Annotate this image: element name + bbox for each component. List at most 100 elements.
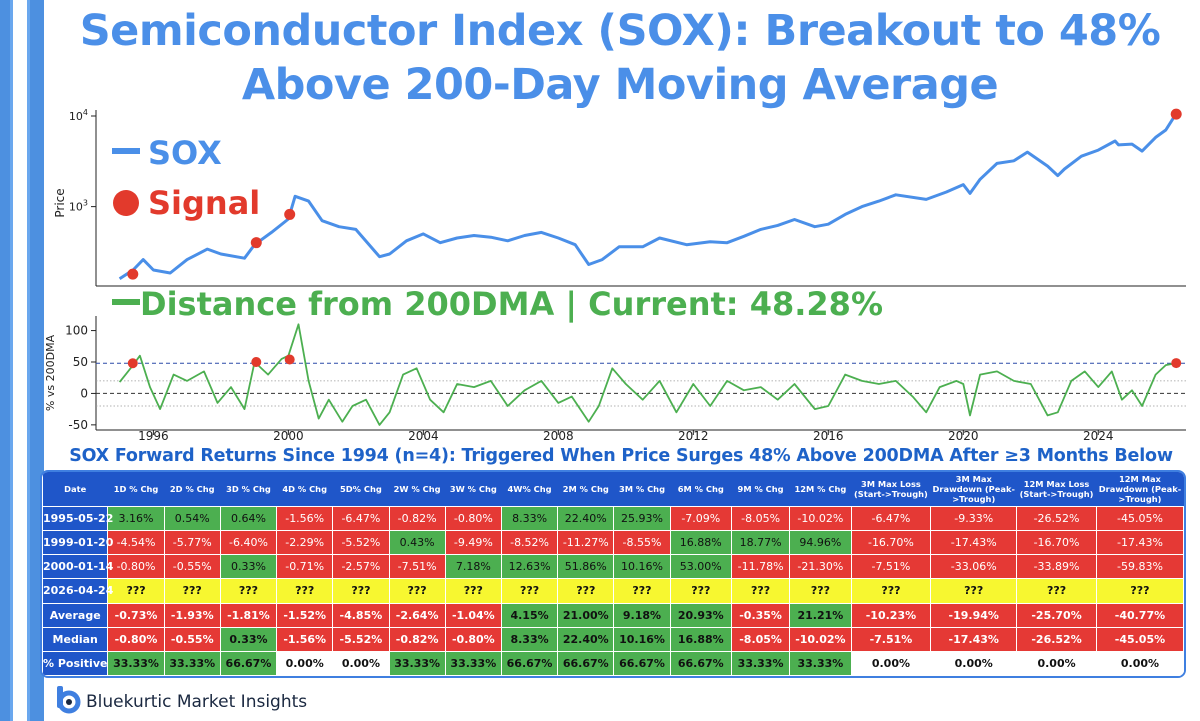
table-cell: 0.64%	[219, 505, 278, 532]
table-cell: 66.67%	[669, 650, 732, 676]
table-cell: 0.00%	[276, 650, 334, 676]
header-row: Date 1D % Chg 2D % Chg 3D % Chg 4D % Chg 5D% …	[42, 472, 1184, 507]
table-cell: -7.09%	[669, 505, 732, 532]
table-cell: -5.52%	[332, 530, 390, 556]
distance-legend: Distance from 200DMA | Current: 48.28%	[112, 285, 883, 324]
charts-area: Price 103 104 SOX Signal % vs 200DMA -50 0…	[46, 108, 1186, 440]
table-cell: 12.63%	[500, 554, 559, 580]
column-header: 2W % Chg	[389, 472, 446, 507]
table-cell: -8.52%	[500, 530, 559, 556]
table-cell: 66.67%	[613, 650, 671, 676]
row-label: Average	[42, 602, 109, 628]
distance-signal-dot	[284, 354, 295, 365]
legend-signal-swatch	[113, 190, 139, 216]
table-cell: 0.00%	[1095, 650, 1184, 676]
price-y-tick-label: 104	[69, 108, 88, 123]
table-cell: -2.57%	[332, 554, 390, 580]
table-cell: 0.33%	[219, 554, 278, 580]
row-label: 1999-01-20	[42, 530, 113, 556]
table-cell: ???	[444, 578, 502, 604]
price-y-label: Price	[53, 188, 67, 217]
distance-signal-dot	[251, 357, 262, 367]
table-cell: 66.67%	[219, 650, 278, 676]
legend-distance-label: Distance from 200DMA | Current: 48.28%	[140, 285, 883, 324]
table-cell: 94.96%	[789, 530, 852, 556]
left-decorative-bar	[0, 0, 44, 721]
summary-row: Median -0.80% -0.55% 0.33% -1.56% -5.52% -0.82…	[42, 626, 1184, 652]
legend-sox-label: SOX	[148, 134, 222, 172]
table-cell: -8.55%	[613, 530, 671, 556]
price-signal-dot	[1170, 108, 1182, 120]
distance-signal-dot	[1171, 358, 1182, 369]
table-cell: -4.54%	[107, 530, 165, 556]
table-cell: 0.00%	[930, 650, 1018, 676]
table-cell: ???	[1095, 578, 1184, 604]
table-title: SOX Forward Returns Since 1994 (n=4): Tr…	[69, 446, 1173, 466]
returns-table: Date 1D % Chg 2D % Chg 3D % Chg 4D % Chg 5D% …	[42, 472, 1184, 676]
distance-x-tick-label: 2016	[813, 429, 844, 440]
table-cell: -0.71%	[276, 554, 334, 580]
table-cell: ???	[789, 578, 852, 604]
distance-line	[118, 323, 1177, 426]
distance-reference-lines	[96, 362, 1186, 407]
table-cell: 0.54%	[163, 505, 221, 532]
column-header: 12M % Chg	[789, 472, 852, 507]
table-cell: -1.93%	[163, 602, 221, 628]
title-line-2: Above 200-Day Moving Average	[241, 60, 999, 110]
table-cell: ???	[613, 578, 671, 604]
table-cell: ???	[388, 578, 446, 604]
table-cell: -45.05%	[1095, 505, 1184, 532]
table-cell: ???	[107, 578, 165, 604]
table-cell: -0.80%	[107, 626, 165, 652]
column-header: 12M Max Loss (Start->Trough)	[1016, 472, 1097, 507]
table-cell: 7.18%	[444, 554, 502, 580]
table-cell: -33.06%	[930, 554, 1018, 580]
table-cell: -19.94%	[930, 602, 1018, 628]
table-cell: -21.30%	[789, 554, 852, 580]
summary-row: Average -0.73% -1.93% -1.81% -1.52% -4.85% -2.…	[42, 602, 1184, 628]
table-cell: -1.04%	[444, 602, 502, 628]
table-cell: -17.43%	[1095, 530, 1184, 556]
table-cell: 21.00%	[557, 602, 615, 628]
table-cell: 51.86%	[557, 554, 615, 580]
table-cell: ???	[850, 578, 932, 604]
column-header: 4W% Chg	[501, 472, 558, 507]
price-y-ticks: 103 104	[69, 108, 96, 214]
table-cell: -2.64%	[388, 602, 446, 628]
page-title: Semiconductor Index (SOX): Breakout to 4…	[50, 4, 1190, 112]
column-header: 5D% Chg	[332, 472, 390, 507]
distance-x-tick-label: 2004	[408, 429, 439, 440]
distance-x-ticks: 1996 2000 2004 2008 2012 2016 2020 2024	[138, 429, 1113, 440]
column-header: 12M Max Drawdown (Peak->Trough)	[1096, 472, 1184, 507]
distance-y-tick-label: 0	[80, 386, 88, 400]
table-cell: ???	[1016, 578, 1097, 604]
price-signal-markers	[127, 108, 1182, 280]
column-header: 2D % Chg	[164, 472, 221, 507]
table-cell: 53.00%	[669, 554, 732, 580]
table-cell: 25.93%	[613, 505, 671, 532]
distance-x-tick-label: 1996	[138, 429, 169, 440]
table-cell: 0.33%	[219, 626, 278, 652]
table-cell: 33.33%	[730, 650, 791, 676]
table-cell: ???	[163, 578, 221, 604]
table-cell: ???	[930, 578, 1018, 604]
column-header: 3M Max Drawdown (Peak->Trough)	[930, 472, 1017, 507]
table-cell: -11.78%	[730, 554, 791, 580]
price-signal-dot	[127, 268, 139, 280]
summary-row: % Positive 33.33% 33.33% 66.67% 0.00% 0.00% 33…	[42, 650, 1184, 676]
distance-x-tick-label: 2020	[948, 429, 979, 440]
table-cell: 4.15%	[500, 602, 559, 628]
bluekurtic-logo-icon	[57, 686, 81, 714]
table-cell: 22.40%	[557, 626, 615, 652]
title-line-1: Semiconductor Index (SOX): Breakout to 4…	[79, 6, 1161, 56]
table-cell: -0.80%	[444, 505, 502, 532]
table-row: 2026-04-24??????????????????????????????…	[42, 578, 1184, 604]
table-row: 2000-01-14 -0.80% -0.55% 0.33% -0.71% -2.57% -…	[42, 554, 1184, 580]
distance-x-tick-label: 2024	[1083, 429, 1114, 440]
column-header: 3W % Chg	[445, 472, 502, 507]
table-cell: -26.52%	[1016, 505, 1097, 532]
table-cell: 0.00%	[1016, 650, 1097, 676]
table-cell: -26.52%	[1016, 626, 1097, 652]
distance-x-tick-label: 2008	[543, 429, 574, 440]
distance-x-tick-label: 2000	[273, 429, 304, 440]
